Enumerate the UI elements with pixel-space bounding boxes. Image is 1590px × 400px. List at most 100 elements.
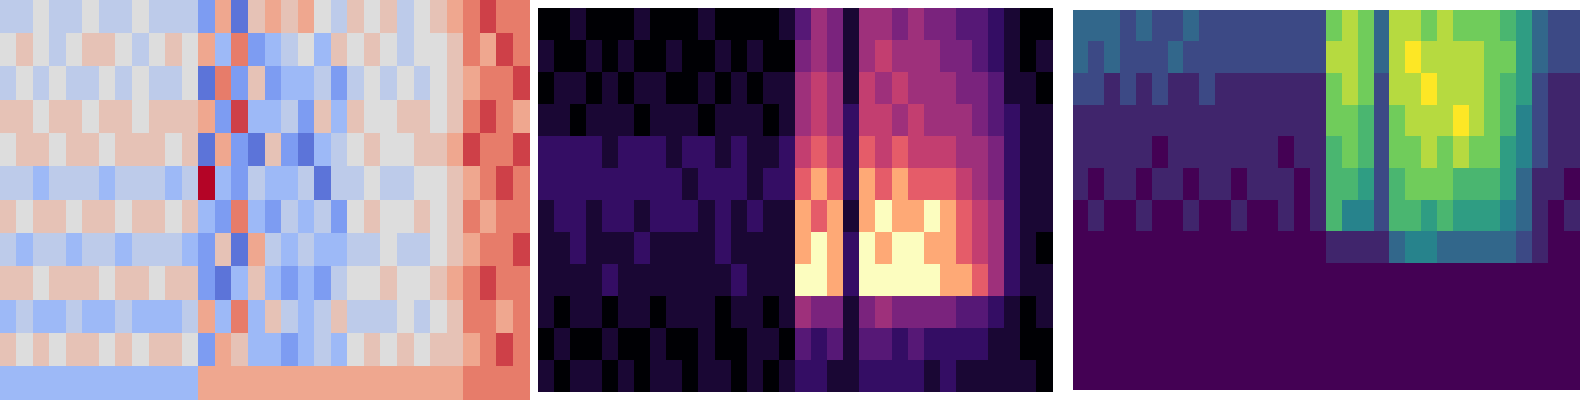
heatmap-cell — [16, 66, 34, 100]
heatmap-cell — [1469, 136, 1485, 169]
heatmap-cell — [1073, 136, 1089, 169]
heatmap-cell — [731, 232, 748, 264]
heatmap-cell — [1168, 41, 1184, 74]
heatmap-cell — [1168, 200, 1184, 232]
heatmap-cell — [463, 100, 481, 134]
heatmap-cell — [618, 328, 635, 360]
heatmap-cell — [715, 104, 732, 136]
heatmap-cell — [1036, 168, 1053, 200]
heatmap-cell — [1500, 295, 1517, 327]
heatmap-cell — [602, 72, 619, 104]
heatmap-cell — [1247, 41, 1264, 74]
heatmap-cell — [0, 33, 17, 67]
heatmap-cell — [1215, 10, 1232, 42]
heatmap-cell — [538, 232, 555, 264]
heatmap-cell — [763, 328, 780, 360]
heatmap-cell — [49, 300, 67, 334]
heatmap-cell — [908, 40, 925, 72]
heatmap-cell — [538, 328, 555, 360]
heatmap-cell — [892, 328, 909, 360]
heatmap-cell — [988, 104, 1005, 136]
heatmap-cell — [1263, 200, 1279, 232]
heatmap-cell — [682, 168, 699, 200]
heatmap-cell — [1405, 105, 1422, 137]
heatmap-cell — [380, 333, 398, 367]
heatmap-cell — [1036, 136, 1053, 168]
heatmap-panel — [538, 8, 1053, 392]
heatmap-cell — [1564, 326, 1580, 359]
heatmap-cell — [1484, 326, 1501, 359]
heatmap-cell — [940, 200, 957, 232]
heatmap-cell — [1484, 136, 1501, 169]
heatmap-cell — [231, 233, 249, 267]
heatmap-cell — [1516, 136, 1533, 169]
heatmap-cell — [1342, 41, 1359, 74]
heatmap-cell — [298, 100, 315, 134]
heatmap-cell — [1548, 105, 1565, 137]
heatmap-cell — [1168, 263, 1184, 295]
heatmap-cell — [1168, 326, 1184, 359]
heatmap-cell — [1342, 10, 1359, 42]
heatmap-cell — [811, 40, 828, 72]
heatmap-cell — [380, 266, 398, 300]
heatmap-cell — [650, 232, 667, 264]
heatmap-cell — [827, 200, 844, 232]
heatmap-cell — [1484, 105, 1501, 137]
heatmap-cell — [763, 72, 780, 104]
heatmap-cell — [1183, 105, 1200, 137]
heatmap-cell — [49, 200, 67, 234]
heatmap-cell — [554, 8, 571, 40]
heatmap-cell — [1168, 10, 1184, 42]
heatmap-cell — [182, 333, 199, 367]
heatmap-cell — [1484, 358, 1501, 390]
heatmap-cell — [634, 168, 651, 200]
heatmap-cell — [1389, 41, 1406, 74]
heatmap-cell — [827, 8, 844, 40]
heatmap-cell — [570, 360, 587, 392]
heatmap-cell — [33, 300, 50, 334]
heatmap-cell — [1548, 295, 1565, 327]
heatmap-cell — [480, 233, 497, 267]
heatmap-cell — [1120, 295, 1137, 327]
heatmap-cell — [115, 366, 133, 400]
heatmap-cell — [1215, 200, 1232, 232]
heatmap-cell — [586, 328, 603, 360]
heatmap-cell — [165, 366, 183, 400]
heatmap-cell — [1358, 136, 1375, 169]
heatmap-cell — [182, 100, 199, 134]
heatmap-cell — [165, 166, 183, 200]
heatmap-cell — [364, 66, 381, 100]
heatmap-cell — [132, 33, 150, 67]
cells — [0, 0, 530, 400]
heatmap-cell — [149, 366, 166, 400]
heatmap-cell — [1358, 358, 1375, 390]
heatmap-cell — [1310, 105, 1327, 137]
heatmap-cell — [698, 360, 716, 392]
heatmap-cell — [248, 0, 265, 34]
heatmap-cell — [1469, 263, 1485, 295]
heatmap-cell — [414, 0, 431, 34]
heatmap-cell — [1263, 326, 1279, 359]
heatmap-cell — [988, 136, 1005, 168]
heatmap-cell — [496, 0, 514, 34]
heatmap-cell — [795, 360, 812, 392]
heatmap-cell — [875, 8, 893, 40]
heatmap-cell — [1469, 231, 1485, 264]
heatmap-cell — [843, 136, 860, 168]
heatmap-cell — [715, 136, 732, 168]
heatmap-cell — [231, 33, 249, 67]
heatmap-cell — [1120, 326, 1137, 359]
heatmap-cell — [1453, 73, 1470, 105]
heatmap-cell — [248, 300, 265, 334]
heatmap-cell — [1120, 10, 1137, 42]
heatmap-cell — [747, 328, 764, 360]
heatmap-cell — [1326, 358, 1343, 390]
heatmap-cell — [1278, 326, 1295, 359]
heatmap-cell — [795, 168, 812, 200]
heatmap-cell — [463, 166, 481, 200]
heatmap-cell — [115, 166, 133, 200]
heatmap-cell — [66, 233, 83, 267]
heatmap-cell — [634, 136, 651, 168]
heatmap-cell — [1358, 231, 1375, 264]
heatmap-cell — [763, 232, 780, 264]
